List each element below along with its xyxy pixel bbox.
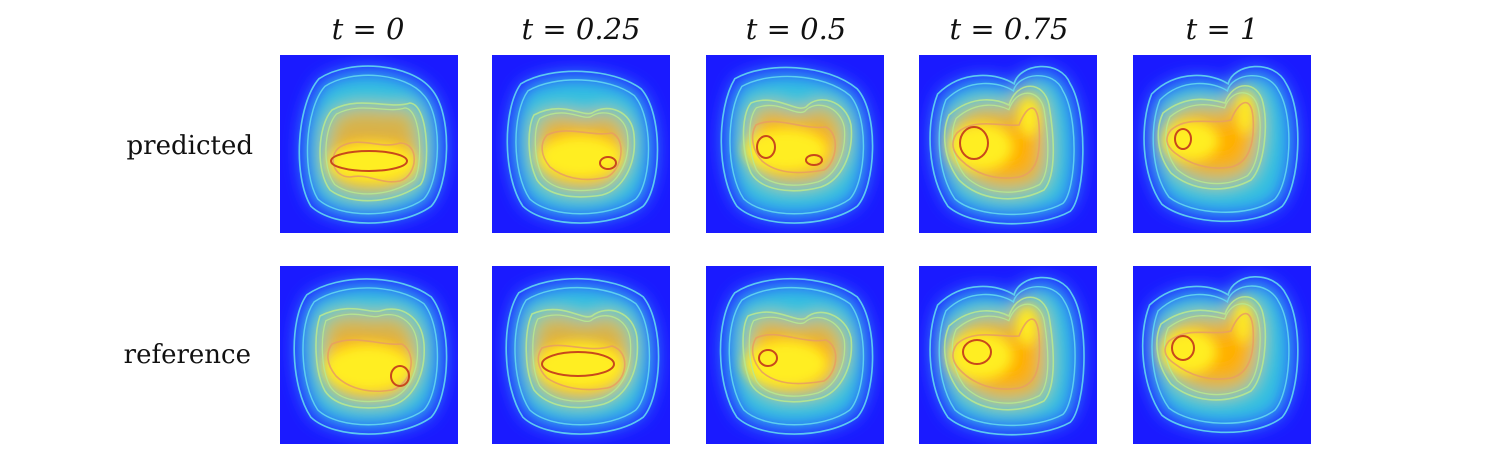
row-label-predicted: predicted (126, 131, 253, 161)
panel-predicted-t0-heatmap (280, 55, 458, 233)
panel-predicted-t1 (1133, 55, 1311, 233)
panel-reference-t05 (706, 266, 884, 444)
panel-predicted-t075-heatmap (919, 55, 1097, 233)
panel-predicted-t0 (280, 55, 458, 233)
panel-reference-t025 (492, 266, 670, 444)
row-label-reference: reference (123, 340, 251, 370)
column-title-t075: t = 0.75 (949, 12, 1069, 46)
panel-reference-t0-heatmap (280, 266, 458, 444)
panel-predicted-t05 (706, 55, 884, 233)
panel-predicted-t1-heatmap (1133, 55, 1311, 233)
panel-reference-t025-heatmap (492, 266, 670, 444)
column-title-t05: t = 0.5 (745, 12, 847, 46)
panel-reference-t1 (1133, 266, 1311, 444)
panel-reference-t075-heatmap (919, 266, 1097, 444)
column-title-t025: t = 0.25 (521, 12, 641, 46)
panel-reference-t0 (280, 266, 458, 444)
panel-reference-t1-heatmap (1133, 266, 1311, 444)
panel-reference-t075 (919, 266, 1097, 444)
panel-predicted-t05-heatmap (706, 55, 884, 233)
column-title-t0: t = 0 (331, 12, 405, 46)
panel-predicted-t075 (919, 55, 1097, 233)
panel-predicted-t025-heatmap (492, 55, 670, 233)
panel-predicted-t025 (492, 55, 670, 233)
column-title-t1: t = 1 (1185, 12, 1259, 46)
panel-reference-t05-heatmap (706, 266, 884, 444)
